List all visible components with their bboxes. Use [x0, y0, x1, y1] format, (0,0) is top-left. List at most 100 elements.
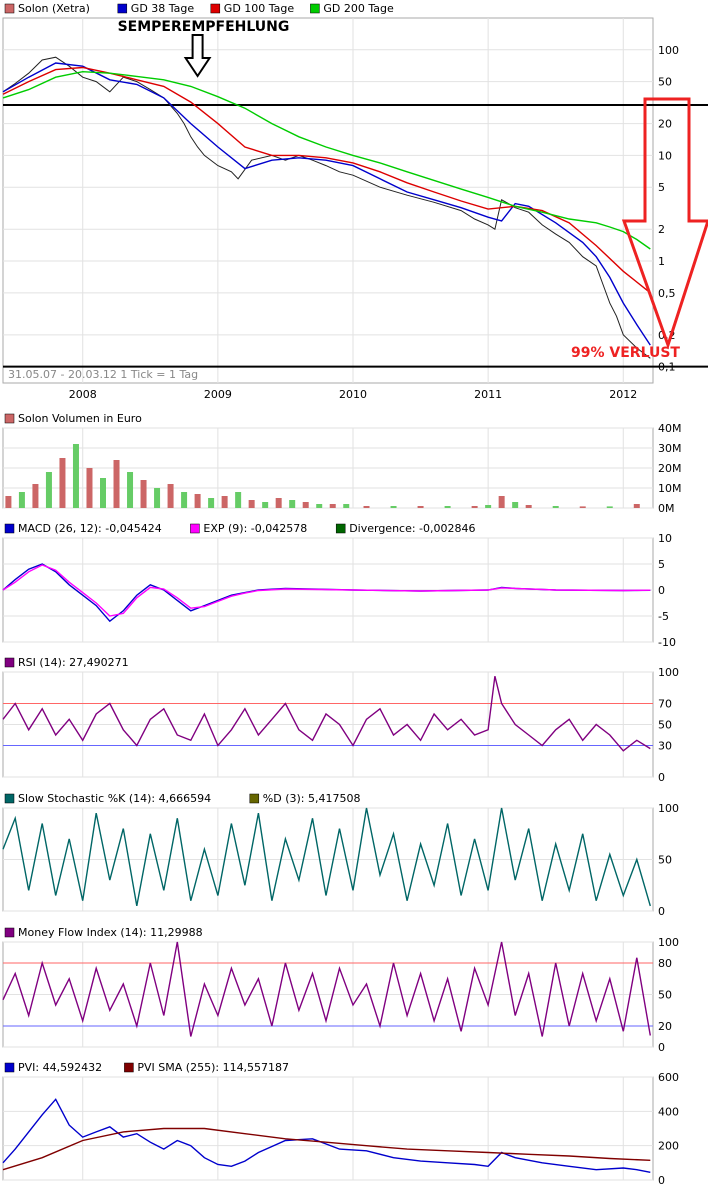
legend-label: GD 100 Tage — [224, 2, 295, 15]
legend-label: GD 200 Tage — [323, 2, 394, 15]
y-tick-label: 80 — [658, 957, 672, 970]
down-arrow-icon — [183, 34, 212, 78]
panel-macd: MACD (26, 12): -0,045424 EXP (9): -0,0425… — [2, 522, 676, 649]
volume-bar — [302, 502, 309, 508]
series-line — [2, 564, 651, 617]
volume-bar — [329, 504, 336, 508]
volume-bar — [45, 472, 52, 508]
volume-bar — [59, 458, 66, 508]
legend-label: PVI SMA (255): 114,557187 — [137, 1061, 289, 1074]
legend-label: Slow Stochastic %K (14): 4,666594 — [18, 792, 211, 805]
panel-mfi: Money Flow Index (14): 11,29988 100 80 50 20… — [2, 926, 679, 1054]
y-tick-label: 20 — [658, 1020, 672, 1033]
volume-bar — [512, 502, 519, 508]
y-tick-label: 10 — [658, 532, 672, 545]
x-tick-label: 2009 — [204, 388, 232, 401]
volume-bar — [167, 484, 174, 508]
x-tick-label: 2008 — [69, 388, 97, 401]
y-tick-label: -5 — [658, 610, 669, 623]
y-tick-label: 40M — [658, 422, 682, 435]
legend-swatch — [4, 1062, 15, 1073]
series-line — [2, 941, 651, 1037]
y-tick-label: 100 — [658, 802, 679, 815]
series-line — [2, 70, 651, 250]
legend-swatch — [4, 3, 15, 14]
y-tick-label: 0 — [658, 905, 665, 918]
range-text: 31.05.07 - 20.03.12 1 Tick = 1 Tag — [8, 368, 198, 381]
volume-bar — [127, 472, 134, 508]
volume-bar — [235, 492, 242, 508]
y-tick-label: 0 — [658, 1174, 665, 1187]
y-tick-label: 50 — [658, 76, 672, 89]
volume-bar — [72, 444, 79, 508]
legend-swatch — [4, 657, 15, 668]
volume-bar — [363, 506, 370, 508]
volume-bar — [471, 506, 478, 508]
x-tick-label: 2010 — [339, 388, 367, 401]
legend-swatch — [190, 523, 200, 534]
legend-label: %D (3): 5,417508 — [263, 792, 361, 805]
y-tick-label: 50 — [658, 989, 672, 1002]
volume-bar — [221, 496, 228, 508]
legend-swatch — [4, 927, 15, 938]
volume-bar — [390, 506, 397, 508]
series-line — [2, 676, 651, 752]
legend-label: GD 38 Tage — [131, 2, 195, 15]
y-tick-label: 50 — [658, 719, 672, 732]
y-tick-label: 30 — [658, 740, 672, 753]
volume-bar — [498, 496, 505, 508]
volume-bar — [113, 460, 120, 508]
y-tick-label: 200 — [658, 1140, 679, 1153]
y-tick-label: 100 — [658, 44, 679, 57]
legend-swatch — [4, 793, 15, 804]
y-tick-label: 100 — [658, 666, 679, 679]
series-line — [2, 62, 651, 346]
volume-bar — [248, 500, 255, 508]
y-tick-label: 20 — [658, 118, 672, 131]
volume-bar — [633, 504, 640, 508]
legend-swatch — [249, 793, 260, 804]
legend-swatch — [310, 3, 320, 14]
legend-label: Money Flow Index (14): 11,29988 — [18, 926, 203, 939]
y-tick-label: 70 — [658, 698, 672, 711]
y-tick-label: 0 — [658, 1041, 665, 1054]
legend-label: EXP (9): -0,042578 — [203, 522, 307, 535]
legend-label: Solon Volumen in Euro — [18, 412, 142, 425]
volume-bar — [552, 506, 559, 508]
y-tick-label: 50 — [658, 854, 672, 867]
annotation-recommendation: SEMPEREMPFEHLUNG — [118, 19, 290, 35]
volume-bar — [5, 496, 12, 508]
volume-bar — [485, 505, 492, 508]
volume-bar — [154, 488, 161, 508]
annotation-loss: 99% VERLUST — [571, 345, 680, 361]
panel-stochastic: Slow Stochastic %K (14): 4,666594 %D (3):… — [2, 792, 679, 918]
y-tick-label: 100 — [658, 936, 679, 949]
y-tick-label: 0 — [658, 771, 665, 784]
panel-rsi: RSI (14): 27,490271 100 70 50 30 0 — [2, 656, 679, 784]
y-tick-label: 2 — [658, 223, 665, 236]
y-tick-label: 10M — [658, 482, 682, 495]
panel-price: Solon (Xetra) GD 38 Tage GD 100 Tage GD 200… — [2, 2, 708, 401]
volume-bar — [606, 506, 613, 508]
plot-frame — [2, 17, 654, 384]
volume-bar — [262, 502, 269, 508]
series-line — [2, 807, 651, 907]
volume-bar — [208, 498, 215, 508]
legend-label: Divergence: -0,002846 — [349, 522, 475, 535]
volume-bar — [417, 506, 424, 508]
volume-bar — [86, 468, 93, 508]
series-line — [2, 1098, 651, 1173]
x-tick-label: 2012 — [609, 388, 637, 401]
legend-label: PVI: 44,592432 — [18, 1061, 102, 1074]
y-tick-label: 20M — [658, 462, 682, 475]
y-tick-label: 600 — [658, 1071, 679, 1084]
series-line — [2, 56, 651, 359]
legend-label: Solon (Xetra) — [18, 2, 90, 15]
legend-swatch — [117, 3, 128, 14]
volume-bar — [289, 500, 296, 508]
panel-volume: Solon Volumen in Euro 40M 30M 20M 10M 0M — [2, 412, 682, 515]
y-tick-label: 5 — [658, 558, 665, 571]
volume-bar — [444, 506, 451, 508]
y-tick-label: 0M — [658, 502, 675, 515]
